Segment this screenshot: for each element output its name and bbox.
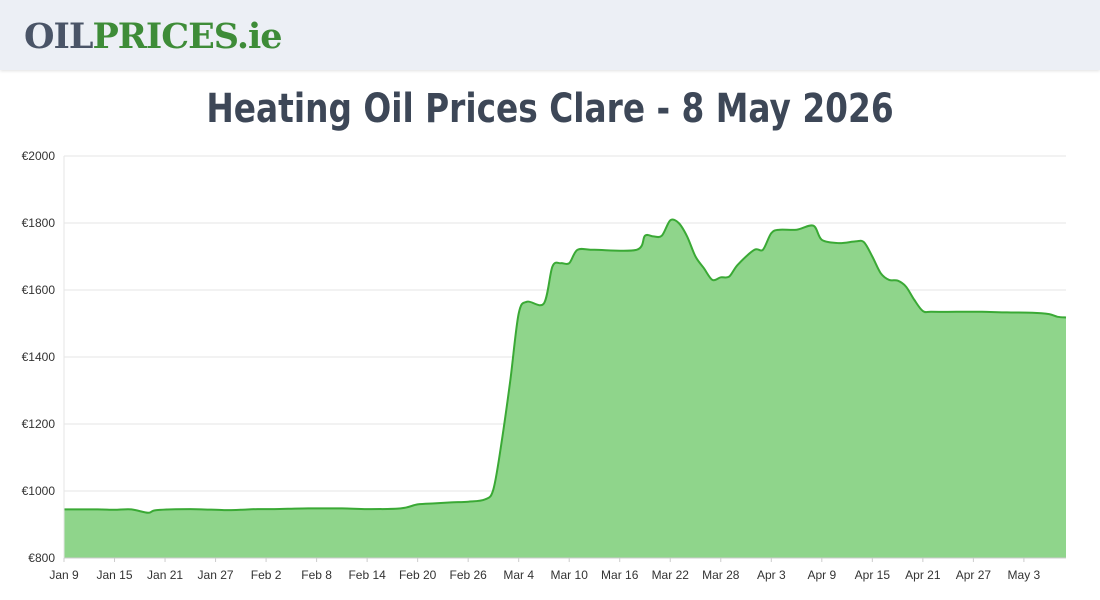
x-tick-label: Jan 9 (49, 568, 79, 582)
logo-oil-text: OIL (24, 16, 93, 57)
x-tick-label: Feb 14 (348, 568, 386, 582)
x-tick-label: Apr 15 (855, 568, 891, 582)
x-tick-label: Feb 26 (449, 568, 487, 582)
x-tick-label: Apr 27 (956, 568, 992, 582)
x-tick-label: Jan 21 (147, 568, 183, 582)
y-tick-label: €1800 (22, 216, 56, 230)
y-tick-label: €2000 (22, 149, 56, 163)
x-tick-label: Feb 8 (301, 568, 332, 582)
page-title: Heating Oil Prices Clare - 8 May 2026 (206, 86, 894, 132)
x-tick-label: Jan 15 (97, 568, 133, 582)
y-tick-label: €1600 (22, 283, 56, 297)
x-tick-label: Apr 21 (905, 568, 941, 582)
x-tick-label: Feb 2 (251, 568, 282, 582)
x-tick-label: Mar 28 (702, 568, 740, 582)
x-axis-ticks: Jan 9 Jan 15 Jan 21 Jan 27 Feb 2 Feb 8 Feb 14 F… (49, 558, 1041, 582)
y-tick-label: €1400 (22, 350, 56, 364)
site-header: OILPRICES.ie (0, 0, 1100, 70)
x-tick-label: Mar 22 (652, 568, 690, 582)
area-fill (64, 219, 1066, 558)
y-axis-ticks: €2000 €1800 €1600 €1400 €1200 €1000 €800 (22, 149, 56, 565)
x-tick-label: Mar 4 (503, 568, 534, 582)
x-tick-label: Jan 27 (198, 568, 234, 582)
logo-ie-text: .ie (236, 16, 283, 57)
logo-prices-text: PRICES (92, 16, 237, 57)
x-tick-label: Apr 9 (807, 568, 836, 582)
y-tick-label: €1000 (22, 484, 56, 498)
y-tick-label: €800 (28, 551, 55, 565)
y-tick-label: €1200 (22, 417, 56, 431)
price-area (64, 218, 1067, 558)
x-tick-label: Mar 10 (551, 568, 589, 582)
series-line (64, 218, 1067, 514)
chart-axes (63, 156, 1066, 559)
x-tick-label: Mar 16 (601, 568, 639, 582)
x-tick-label: Apr 3 (757, 568, 786, 582)
x-tick-label: Feb 20 (399, 568, 437, 582)
site-logo[interactable]: OILPRICES.ie (24, 13, 283, 61)
x-tick-label: May 3 (1008, 568, 1041, 582)
